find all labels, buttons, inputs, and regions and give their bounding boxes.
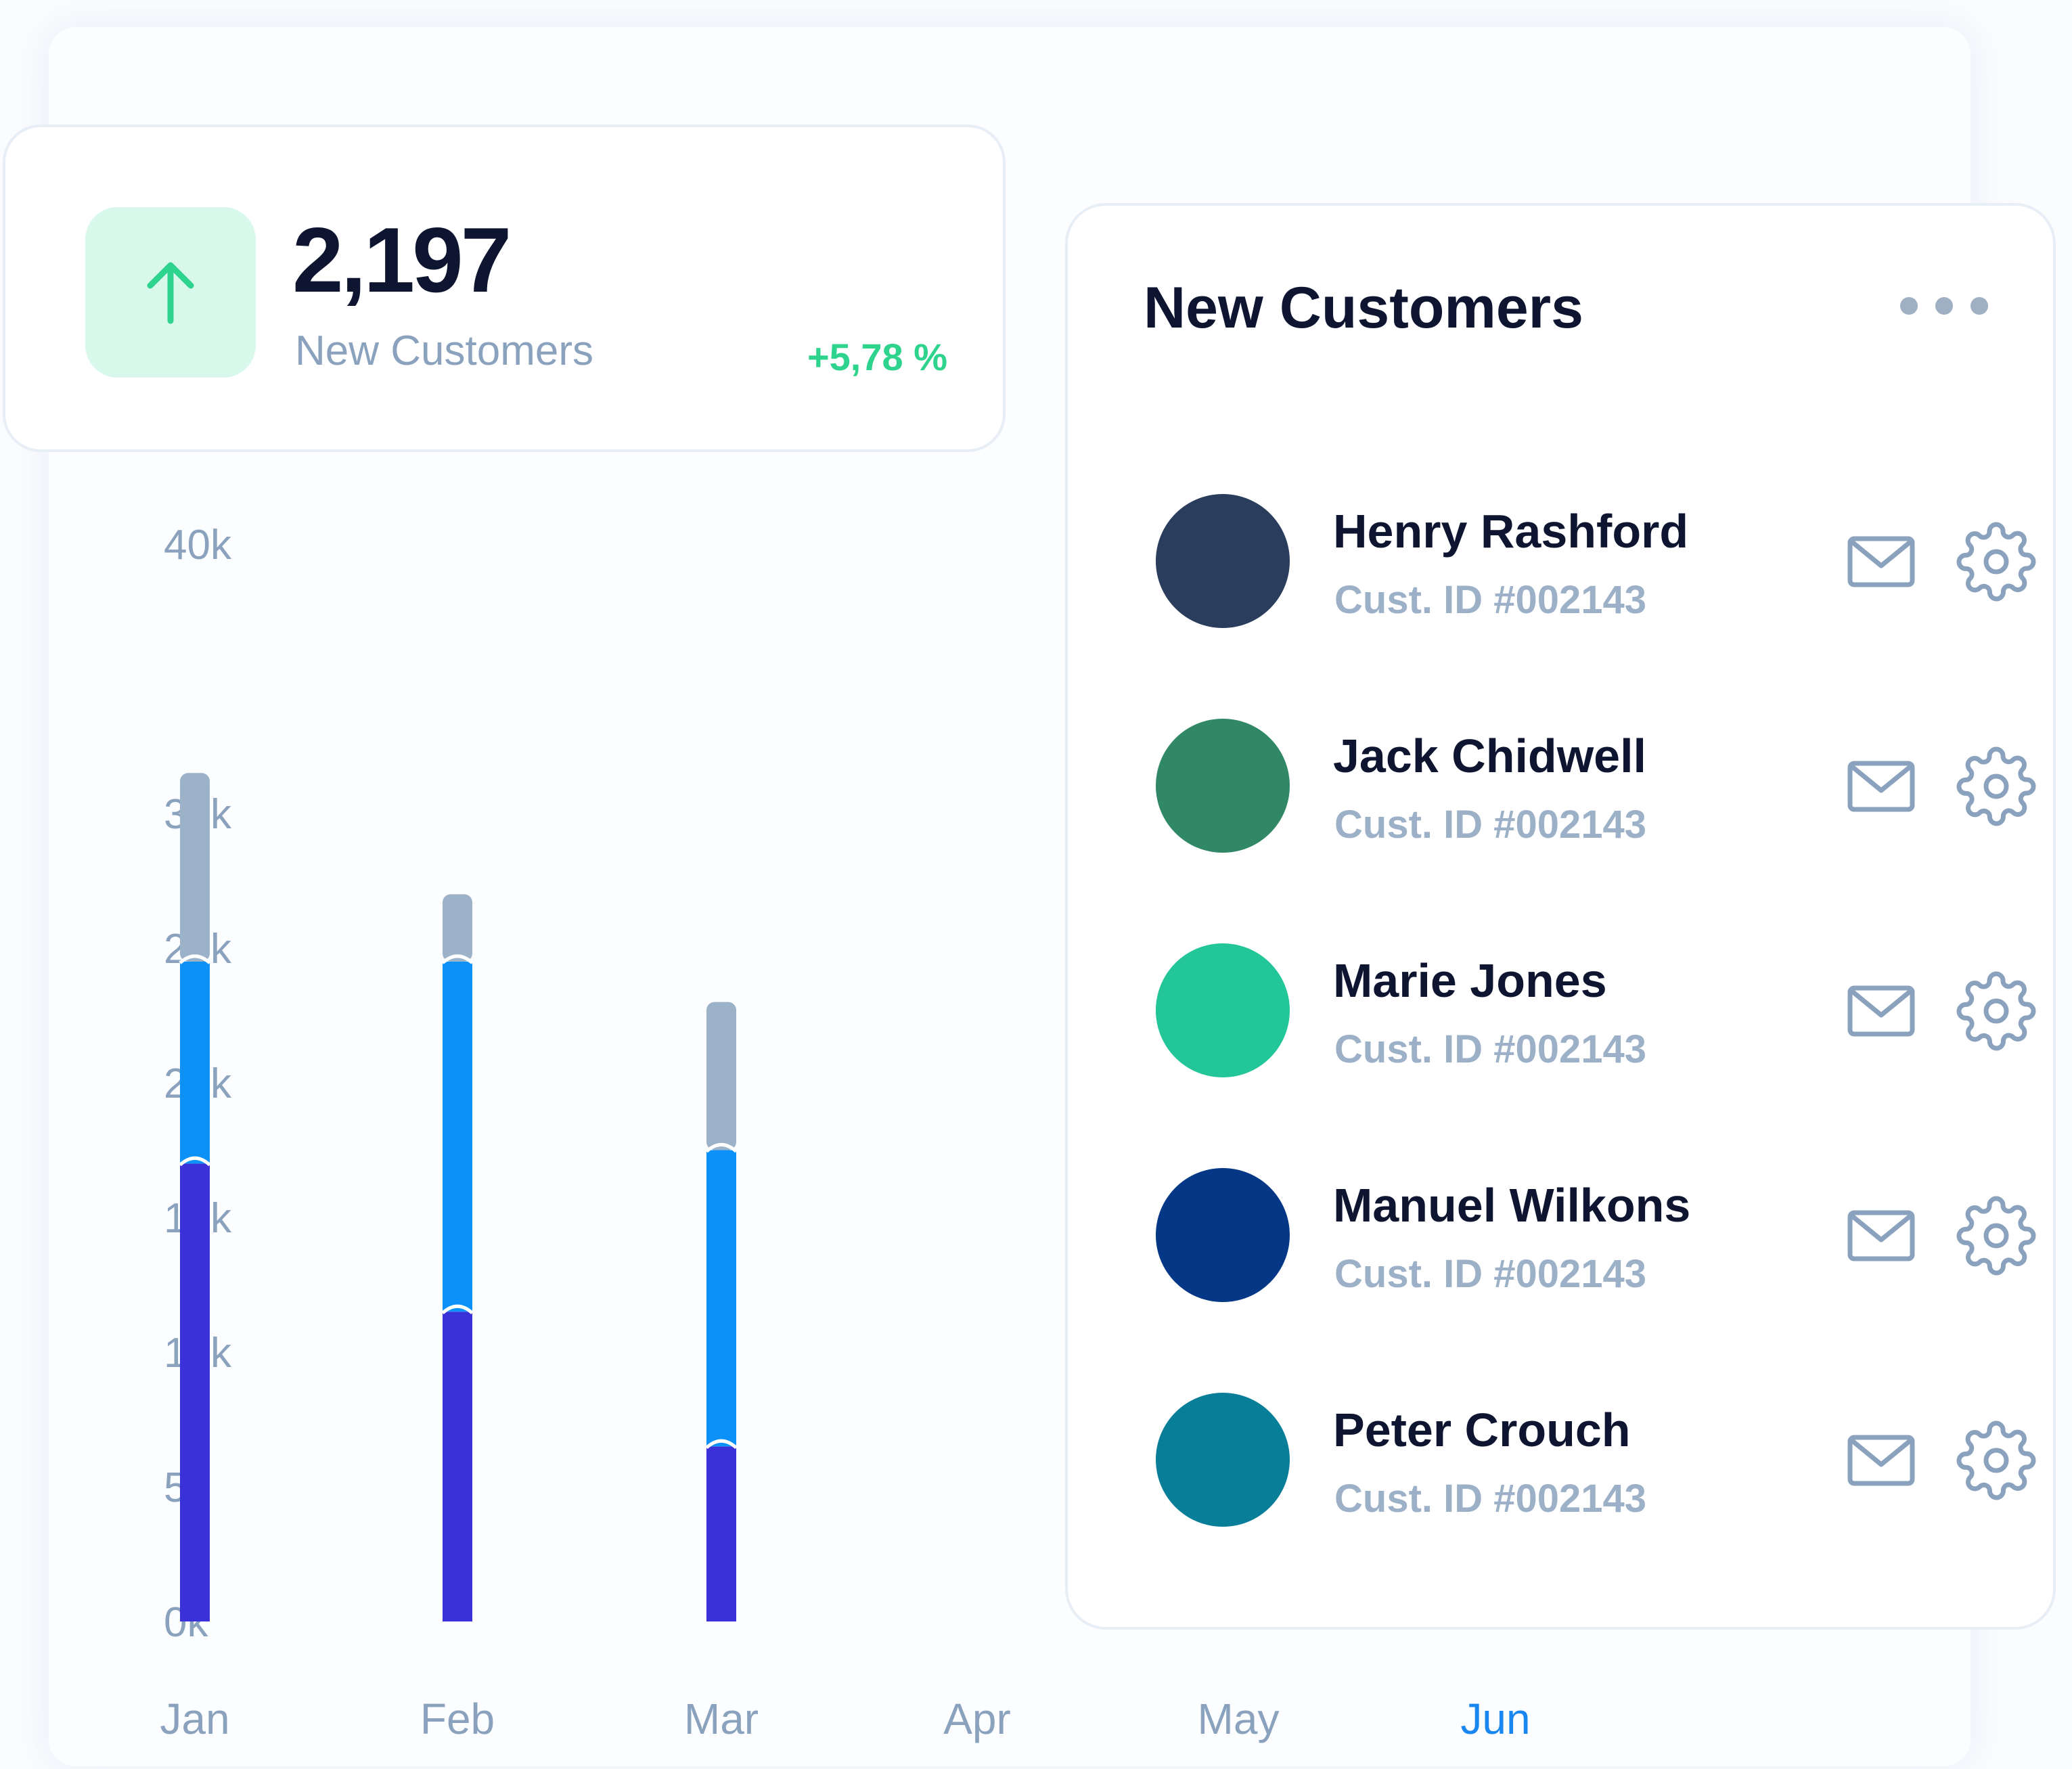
customer-id: Cust. ID #002143 — [1334, 803, 1647, 847]
avatar[interactable] — [1156, 1168, 1290, 1302]
x-tick-mar[interactable]: Mar — [684, 1695, 759, 1743]
avatar[interactable] — [1156, 719, 1290, 853]
bar-segment-divider — [441, 954, 474, 964]
x-tick-jun[interactable]: Jun — [1460, 1695, 1530, 1743]
y-tick-label: 40k — [164, 522, 232, 568]
bar-segment-divider — [179, 1156, 211, 1167]
customer-id: Cust. ID #002143 — [1334, 1252, 1647, 1296]
new-customers-panel: New Customers Henry Rashford Cust. ID #0… — [1065, 203, 2056, 1630]
customer-name: Manuel Wilkons — [1333, 1179, 1691, 1232]
settings-icon — [1956, 971, 2036, 1051]
customer-settings-button[interactable] — [1956, 1420, 2037, 1501]
customer-id: Cust. ID #002143 — [1334, 1477, 1647, 1521]
bar-segment-divider — [705, 1439, 738, 1450]
customer-name: Henry Rashford — [1333, 505, 1689, 558]
panel-title: New Customers — [1144, 275, 1583, 340]
mail-icon — [1847, 1210, 1915, 1261]
send-mail-button[interactable] — [1845, 977, 1918, 1045]
mail-icon — [1847, 761, 1915, 812]
customer-list-item[interactable]: Peter Crouch Cust. ID #002143 — [1156, 1393, 2036, 1528]
customer-name: Jack Chidwell — [1333, 730, 1646, 782]
new-customers-stat-card: 2,197 New Customers +5,78 % — [3, 125, 1006, 452]
more-options-button[interactable] — [1900, 292, 1988, 319]
bar-segment-divider — [179, 954, 211, 964]
x-tick-jan[interactable]: Jan — [160, 1695, 229, 1743]
customer-list-item[interactable]: Henry Rashford Cust. ID #002143 — [1156, 494, 2036, 629]
settings-icon — [1956, 1196, 2036, 1276]
bar-segment-jan-2[interactable] — [180, 961, 210, 1164]
mail-icon — [1847, 1435, 1915, 1486]
customer-settings-button[interactable] — [1956, 521, 2037, 602]
bar-segment-jan-3[interactable] — [180, 773, 210, 962]
bar-segment-divider — [705, 1143, 738, 1153]
settings-icon — [1956, 522, 2036, 602]
stat-label: New Customers — [295, 328, 593, 374]
send-mail-button[interactable] — [1845, 753, 1918, 820]
bar-segment-mar-2[interactable] — [706, 1150, 736, 1447]
bar-segment-divider — [441, 1304, 474, 1315]
customer-settings-button[interactable] — [1956, 970, 2037, 1052]
x-tick-may[interactable]: May — [1198, 1695, 1280, 1743]
bar-segment-feb-1[interactable] — [443, 1312, 472, 1621]
customer-name: Marie Jones — [1333, 954, 1607, 1007]
customer-name: Peter Crouch — [1333, 1404, 1631, 1456]
customer-list-item[interactable]: Marie Jones Cust. ID #002143 — [1156, 943, 2036, 1079]
send-mail-button[interactable] — [1845, 528, 1918, 596]
bar-segment-mar-1[interactable] — [706, 1446, 736, 1621]
mail-icon — [1847, 985, 1915, 1037]
more-dot — [1935, 297, 1953, 315]
settings-icon — [1956, 746, 2036, 826]
customer-settings-button[interactable] — [1956, 746, 2037, 827]
customer-settings-button[interactable] — [1956, 1195, 2037, 1276]
more-dot — [1970, 297, 1988, 315]
bar-segment-feb-3[interactable] — [443, 894, 472, 962]
avatar[interactable] — [1156, 494, 1290, 628]
stat-change-percent: +5,78 % — [807, 336, 947, 378]
customer-id: Cust. ID #002143 — [1334, 578, 1647, 622]
settings-icon — [1956, 1420, 2036, 1500]
customer-list-item[interactable]: Manuel Wilkons Cust. ID #002143 — [1156, 1168, 2036, 1303]
customer-id: Cust. ID #002143 — [1334, 1027, 1647, 1071]
avatar[interactable] — [1156, 1393, 1290, 1527]
more-horizontal-icon — [1900, 297, 1918, 315]
bar-segment-feb-2[interactable] — [443, 961, 472, 1312]
bar-segment-jan-1[interactable] — [180, 1163, 210, 1621]
new-customers-bar-chart: 0k5k10k15k20k25k30k40kJanFebMarAprMayJun — [160, 522, 1530, 1743]
stat-value: 2,197 — [292, 208, 512, 311]
send-mail-button[interactable] — [1845, 1427, 1918, 1494]
arrow-up-icon — [85, 207, 256, 378]
send-mail-button[interactable] — [1845, 1202, 1918, 1270]
x-tick-feb[interactable]: Feb — [420, 1695, 495, 1743]
x-tick-apr[interactable]: Apr — [943, 1695, 1011, 1743]
bar-segment-mar-3[interactable] — [706, 1002, 736, 1150]
avatar[interactable] — [1156, 943, 1290, 1077]
mail-icon — [1847, 536, 1915, 587]
customer-list-item[interactable]: Jack Chidwell Cust. ID #002143 — [1156, 719, 2036, 854]
